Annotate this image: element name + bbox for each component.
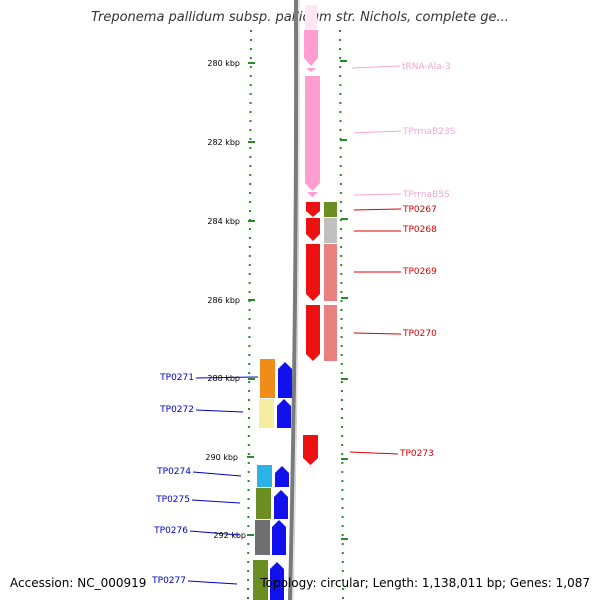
gene-label: TPrrnaB5S — [402, 190, 450, 200]
gene-tp0276[interactable] — [272, 520, 286, 555]
gene-tp0273[interactable] — [303, 435, 318, 465]
tick-label: 292 kbp — [213, 531, 246, 540]
tick-label: 288 kbp — [207, 374, 240, 383]
category-boxes-left — [253, 359, 275, 600]
tick-label: 286 kbp — [207, 296, 240, 305]
label-tp0276[interactable]: TP0276 — [153, 526, 240, 536]
gene-label: TP0272 — [159, 405, 194, 415]
genome-title: Treponema pallidum subsp. pallidum str. … — [91, 10, 509, 25]
genome-backbone — [288, 0, 300, 600]
category-boxes-right — [324, 202, 337, 361]
gene-label: TP0271 — [159, 373, 194, 383]
label-tp0275[interactable]: TP0275 — [155, 495, 241, 505]
gene-label: tRNA-Ala-3 — [402, 62, 451, 72]
gene-label: TP0270 — [402, 329, 437, 339]
label-tp0274[interactable]: TP0274 — [156, 467, 242, 477]
gene-tp0272[interactable] — [277, 399, 291, 428]
gene-label: TP0273 — [399, 449, 434, 459]
feature-tprrnab5s[interactable] — [307, 192, 318, 197]
gene-label: TP0275 — [155, 495, 190, 505]
label-tprrnab23s[interactable]: TPrrnaB23S — [353, 127, 456, 137]
gene-tp0274[interactable] — [275, 466, 289, 487]
genome-summary-text: Topology: circular; Length: 1,138,011 bp… — [260, 576, 590, 590]
label-tp0272[interactable]: TP0272 — [159, 405, 244, 415]
label-tp0270[interactable]: TP0270 — [353, 329, 437, 339]
gene-tp0275[interactable] — [274, 490, 288, 519]
gene-label: TP0276 — [153, 526, 188, 536]
gene-tp0269[interactable] — [306, 244, 320, 301]
gene-tp0267[interactable] — [306, 202, 320, 217]
accession-text: Accession: NC_000919 — [10, 576, 147, 590]
label-tp0271[interactable]: TP0271 — [159, 373, 259, 383]
dotted-track-right — [339, 29, 344, 600]
gene-tp0277[interactable] — [270, 562, 284, 600]
gene-label: TP0274 — [156, 467, 191, 477]
label-tp0267[interactable]: TP0267 — [353, 205, 437, 215]
label-tp0268[interactable]: TP0268 — [354, 225, 437, 235]
label-tp0277[interactable]: TP0277 — [151, 576, 238, 586]
gene-tp0268[interactable] — [306, 218, 320, 241]
gene-label: TP0269 — [402, 267, 437, 277]
dotted-track-left — [247, 29, 252, 600]
tick-label: 280 kbp — [207, 59, 240, 68]
gene-label: TP0267 — [402, 205, 437, 215]
tick-label: 282 kbp — [207, 138, 240, 147]
tick-label: 290 kbp — [205, 453, 238, 462]
gene-tp0271[interactable] — [278, 362, 292, 398]
label-tprrnab5s[interactable]: TPrrnaB5S — [353, 190, 450, 200]
tick-label: 284 kbp — [207, 217, 240, 226]
feature-tprrnab23s[interactable] — [305, 76, 320, 191]
label-trna-ala-3[interactable]: tRNA-Ala-3 — [351, 62, 451, 72]
gene-label: TPrrnaB23S — [402, 127, 456, 137]
gene-tp0270[interactable] — [306, 305, 320, 361]
major-ticks — [247, 60, 348, 540]
feature-trna-ala-3[interactable] — [304, 5, 318, 72]
gene-label: TP0277 — [151, 576, 186, 586]
label-tp0273[interactable]: TP0273 — [349, 449, 434, 459]
label-tp0269[interactable]: TP0269 — [354, 267, 437, 277]
gene-label: TP0268 — [402, 225, 437, 235]
